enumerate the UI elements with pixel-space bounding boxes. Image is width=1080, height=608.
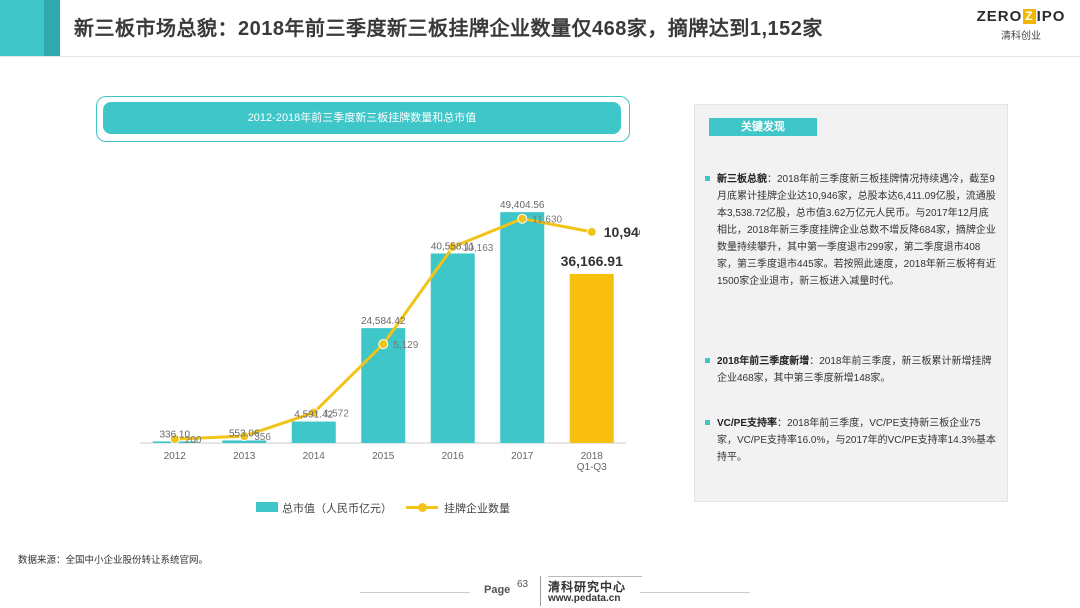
legend-bar-label: 总市值（人民币亿元）	[282, 503, 392, 515]
finding-new-listings: 2018年前三季度新增：2018年前三季度，新三板累计新增挂牌企业468家，其中…	[705, 353, 997, 387]
line-point-2014	[308, 407, 319, 418]
footer-rule-top	[548, 576, 642, 577]
bullet-icon	[705, 358, 710, 363]
line-point-2017	[517, 213, 528, 224]
key-findings-panel: 关键发现 新三板总貌：2018年前三季度新三板挂牌情况持续遇冷，截至9月底累计挂…	[694, 104, 1008, 502]
bar-value-label: 36,166.91	[561, 253, 623, 269]
header-divider	[0, 56, 1080, 57]
x-tick-label: 2015	[372, 451, 395, 462]
legend-bar-swatch	[256, 502, 278, 512]
finding-body: ：2018年前三季度，新三板累计新增挂牌企业468家，其中第三季度新增148家。	[717, 356, 992, 384]
finding-text: 2018年前三季度新增：2018年前三季度，新三板累计新增挂牌企业468家，其中…	[717, 353, 997, 387]
bar-2018 Q1-Q3	[569, 273, 614, 443]
line-value-label: 5,129	[393, 340, 418, 351]
bar-2016	[430, 253, 475, 443]
page-title: 新三板市场总貌：2018年前三季度新三板挂牌企业数量仅468家，摘牌达到1,15…	[74, 18, 823, 40]
header-accent-bar-secondary	[44, 0, 60, 56]
finding-vcpe-support: VC/PE支持率：2018年前三季度，VC/PE支持新三板企业75家，VC/PE…	[705, 415, 997, 466]
line-point-2015	[378, 339, 389, 350]
line-point-2013	[239, 431, 250, 442]
bar-value-label: 49,404.56	[500, 200, 545, 211]
line-value-label: 10,946	[604, 224, 640, 240]
zero2ipo-logo: ZERO Z IPO 清科创业	[976, 8, 1066, 48]
org-name: 清科研究中心	[548, 580, 627, 594]
finding-body: ：2018年前三季度，VC/PE支持新三板企业75家，VC/PE支持率16.0%…	[717, 418, 996, 463]
header-accent-bar	[0, 0, 44, 56]
footer-divider	[540, 576, 541, 606]
line-value-label: 11,630	[532, 215, 562, 226]
logo-z-mark: Z	[1023, 9, 1036, 24]
bullet-icon	[705, 420, 710, 425]
chart-title-frame: 2012-2018年前三季度新三板挂牌数量和总市值	[96, 96, 630, 142]
bullet-icon	[705, 176, 710, 181]
line-point-2018 Q1-Q3	[586, 226, 597, 237]
chart-title: 2012-2018年前三季度新三板挂牌数量和总市值	[103, 102, 621, 134]
line-value-label: 1,572	[324, 409, 349, 420]
finding-text: 新三板总貌：2018年前三季度新三板挂牌情况持续遇冷，截至9月底累计挂牌企业达1…	[717, 171, 997, 290]
footer: Page 63 清科研究中心 www.pedata.cn	[0, 572, 1080, 608]
bar-value-label: 24,584.42	[361, 316, 406, 327]
bar-value-label: 336.10	[159, 429, 190, 440]
finding-overview: 新三板总貌：2018年前三季度新三板挂牌情况持续遇冷，截至9月底累计挂牌企业达1…	[705, 171, 997, 290]
line-value-label: 200	[185, 435, 202, 446]
bar-value-label: 40,558.11	[431, 241, 475, 252]
logo-text-right: IPO	[1036, 8, 1066, 25]
line-point-2012	[169, 434, 180, 445]
bar-value-label: 553.06	[229, 428, 260, 439]
header: 新三板市场总貌：2018年前三季度新三板挂牌企业数量仅468家，摘牌达到1,15…	[0, 0, 1080, 56]
org-url[interactable]: www.pedata.cn	[548, 593, 621, 604]
x-tick-label: Q1-Q3	[577, 462, 607, 473]
footer-rule-left	[360, 592, 470, 593]
bar-value-label: 4,591.42	[294, 410, 333, 421]
x-tick-label: 2016	[442, 451, 465, 462]
line-value-label: 10,163	[463, 243, 494, 254]
finding-text: VC/PE支持率：2018年前三季度，VC/PE支持新三板企业75家，VC/PE…	[717, 415, 997, 466]
bar-2013	[222, 440, 267, 443]
key-findings-tag: 关键发现	[709, 118, 817, 136]
legend-line-label: 挂牌企业数量	[444, 503, 510, 515]
page-label: Page	[484, 584, 511, 596]
bar-2014	[291, 421, 336, 443]
x-tick-label: 2017	[511, 451, 534, 462]
finding-head: 2018年前三季度新增	[717, 356, 810, 367]
data-source-note: 数据来源：全国中小企业股份转让系统官网。	[18, 555, 209, 566]
x-tick-label: 2013	[233, 451, 256, 462]
page-number: 63	[517, 579, 529, 590]
legend-line-marker	[418, 503, 427, 512]
x-tick-label: 2014	[303, 451, 326, 462]
line-value-label: 356	[254, 432, 271, 443]
finding-body: ：2018年前三季度新三板挂牌情况持续遇冷，截至9月底累计挂牌企业达10,946…	[717, 174, 996, 287]
finding-head: VC/PE支持率	[717, 418, 778, 429]
logo-text-left: ZERO	[976, 8, 1023, 25]
x-tick-label: 2018	[581, 451, 604, 462]
footer-rule-right	[640, 592, 750, 593]
line-point-2016	[447, 241, 458, 252]
finding-head: 新三板总貌	[717, 174, 767, 185]
logo-wordmark: ZERO Z IPO	[976, 8, 1066, 25]
logo-subtitle: 清科创业	[1001, 31, 1041, 42]
x-tick-label: 2012	[164, 451, 187, 462]
bar-2017	[500, 212, 545, 443]
